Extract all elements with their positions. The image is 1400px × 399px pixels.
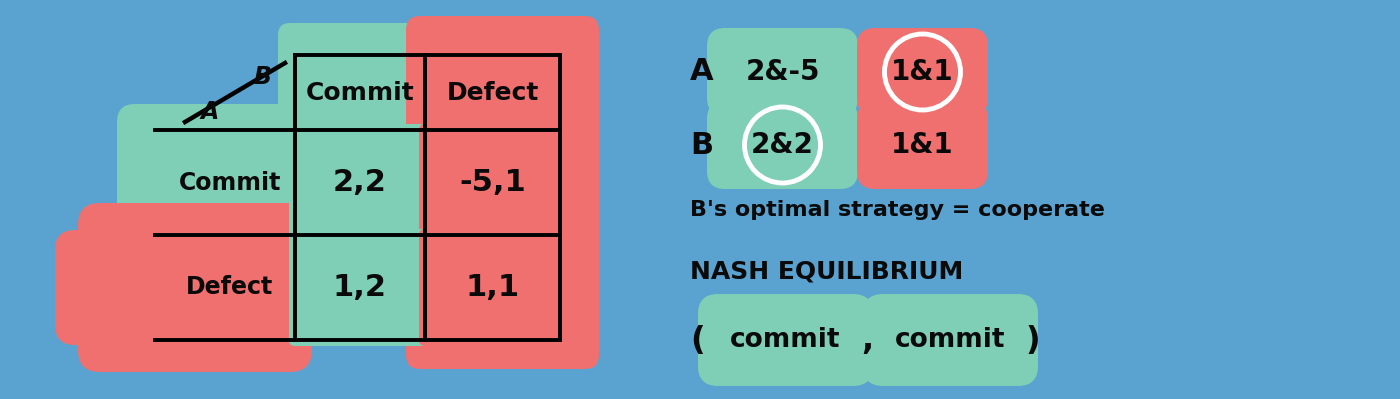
Text: 1,2: 1,2 bbox=[333, 273, 386, 302]
Text: Defect: Defect bbox=[447, 81, 539, 105]
FancyBboxPatch shape bbox=[419, 229, 566, 346]
Text: 1&1: 1&1 bbox=[892, 58, 953, 86]
FancyBboxPatch shape bbox=[118, 104, 308, 261]
Text: A: A bbox=[200, 100, 220, 124]
Text: (: ( bbox=[690, 324, 704, 356]
Text: 2&2: 2&2 bbox=[750, 131, 813, 159]
Text: -5,1: -5,1 bbox=[459, 168, 526, 197]
FancyBboxPatch shape bbox=[55, 230, 150, 345]
Text: A: A bbox=[690, 57, 714, 87]
FancyBboxPatch shape bbox=[279, 23, 442, 247]
Text: Defect: Defect bbox=[186, 275, 273, 300]
Text: 1&1: 1&1 bbox=[892, 131, 953, 159]
FancyBboxPatch shape bbox=[288, 229, 431, 346]
Text: 1,1: 1,1 bbox=[465, 273, 519, 302]
Text: commit: commit bbox=[895, 327, 1005, 353]
FancyBboxPatch shape bbox=[862, 294, 1037, 386]
Text: B's optimal strategy = cooperate: B's optimal strategy = cooperate bbox=[690, 200, 1105, 220]
Text: NASH EQUILIBRIUM: NASH EQUILIBRIUM bbox=[690, 260, 963, 284]
FancyBboxPatch shape bbox=[707, 101, 858, 189]
Text: 2&-5: 2&-5 bbox=[745, 58, 820, 86]
FancyBboxPatch shape bbox=[699, 294, 874, 386]
Text: ,: , bbox=[861, 324, 874, 356]
FancyBboxPatch shape bbox=[288, 124, 431, 241]
Text: Commit: Commit bbox=[179, 170, 281, 194]
FancyBboxPatch shape bbox=[857, 101, 988, 189]
FancyBboxPatch shape bbox=[406, 16, 599, 369]
FancyBboxPatch shape bbox=[857, 28, 988, 116]
FancyBboxPatch shape bbox=[419, 124, 566, 241]
FancyBboxPatch shape bbox=[707, 28, 858, 116]
Text: B: B bbox=[253, 65, 272, 89]
Text: commit: commit bbox=[731, 327, 841, 353]
Text: 2,2: 2,2 bbox=[333, 168, 386, 197]
FancyBboxPatch shape bbox=[78, 203, 312, 372]
Text: B: B bbox=[690, 130, 713, 160]
Text: Commit: Commit bbox=[305, 81, 414, 105]
Text: ): ) bbox=[1026, 324, 1040, 356]
